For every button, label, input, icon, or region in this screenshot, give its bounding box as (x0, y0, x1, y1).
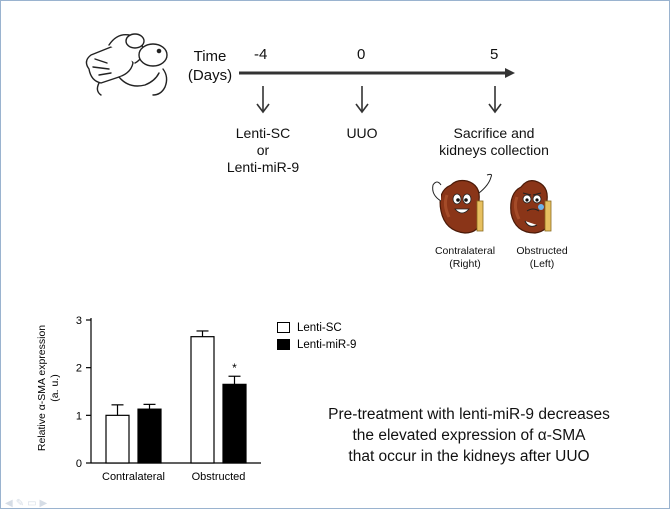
event-uuo: UUO (332, 125, 392, 142)
legend-label: Lenti-miR-9 (297, 338, 357, 351)
event-line: UUO (346, 125, 378, 141)
down-arrowhead-5 (488, 103, 502, 114)
prev-slide-icon[interactable]: ◀ (5, 498, 13, 509)
x-category-label: Obstructed (192, 471, 246, 483)
pen-icon[interactable]: ✎ (15, 498, 25, 509)
healthy-kidney-icon (432, 173, 492, 234)
bar-lenti-mir-9 (137, 408, 162, 464)
down-arrowhead-0 (355, 103, 369, 114)
significance-asterisk: * (232, 361, 237, 375)
chart-legend: Lenti-SC Lenti-miR-9 (277, 319, 356, 353)
day-tick-0: 0 (357, 46, 366, 63)
x-category-label: Contralateral (102, 471, 165, 483)
conclusion-line: the elevated expression of α-SMA (352, 427, 586, 444)
y-tick-label: 3 (76, 315, 82, 327)
conclusion-line: Pre-treatment with lenti-miR-9 decreases (328, 406, 610, 423)
event-lentiviral-injection: Lenti-SC or Lenti-miR-9 (215, 125, 311, 176)
timeline-arrowhead (505, 68, 515, 78)
conclusion-text: Pre-treatment with lenti-miR-9 decreases… (304, 404, 634, 467)
y-tick-label: 2 (76, 363, 82, 375)
legend-swatch (277, 339, 290, 350)
day-tick-minus4: -4 (254, 46, 268, 63)
alpha-sma-bar-chart: Relative α-SMA expression (a. u.) 0 1 2 3 Co… (36, 315, 261, 483)
legend-item-lenti-sc: Lenti-SC (277, 319, 356, 336)
mouse-illustration (85, 33, 168, 96)
event-line: or (256, 142, 270, 158)
event-sacrifice: Sacrifice and kidneys collection (429, 125, 559, 159)
timeline-arrows (239, 68, 515, 114)
legend-label: Lenti-SC (297, 321, 342, 334)
bar-lenti-sc (105, 414, 130, 464)
legend-swatch (277, 322, 290, 333)
obstructed-kidney-caption: Obstructed (Left) (511, 245, 573, 271)
event-line: Sacrifice and (453, 125, 535, 141)
event-line: kidneys collection (439, 142, 549, 158)
menu-icon[interactable]: ▭ (27, 498, 37, 509)
bar-lenti-mir-9 (222, 383, 247, 464)
days-label: (Days) (187, 67, 233, 84)
event-line: Lenti-SC (235, 125, 291, 141)
conclusion-line: that occur in the kidneys after UUO (348, 448, 590, 465)
next-slide-icon[interactable]: ▶ (39, 498, 48, 509)
contralateral-caption: Contralateral (434, 245, 496, 257)
y-axis-label: Relative α-SMA expression (36, 325, 48, 451)
y-tick-label: 0 (76, 458, 82, 470)
down-arrowhead-minus4 (256, 103, 270, 114)
y-axis-unit: (a. u.) (49, 374, 61, 401)
left-caption: (Left) (529, 258, 555, 270)
y-tick-label: 1 (76, 410, 82, 422)
slideshow-toolbar[interactable]: ◀ ✎ ▭ ▶ (5, 493, 50, 509)
bar-lenti-sc (190, 336, 215, 464)
contralateral-kidney-caption: Contralateral (Right) (431, 245, 499, 271)
time-label: Time (193, 48, 227, 65)
event-line: Lenti-miR-9 (226, 159, 300, 175)
kidneys-illustration (432, 173, 552, 234)
time-axis-label: Time (Days) (185, 47, 235, 85)
right-caption: (Right) (449, 258, 481, 270)
obstructed-kidney-icon (510, 180, 552, 234)
obstructed-caption: Obstructed (516, 245, 568, 257)
legend-item-lenti-mir9: Lenti-miR-9 (277, 336, 356, 353)
day-tick-5: 5 (490, 46, 499, 63)
